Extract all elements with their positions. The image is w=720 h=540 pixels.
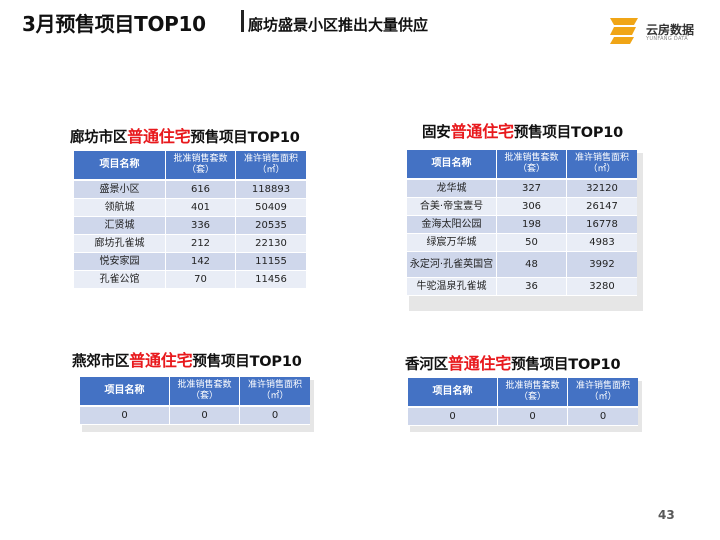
table-row: 绿宸万华城 50 4983 [407,234,637,252]
column-header: 准许销售面积（㎡） [236,151,306,181]
area-cell: 32120 [567,180,637,198]
section-title-prefix: 燕郊市区 [72,354,130,370]
section-title-guan: 固安普通住宅预售项目TOP10 [422,118,623,142]
area-cell: 26147 [567,198,637,216]
area-cell: 20535 [236,217,306,235]
header: 3月预售项目TOP10 廊坊盛景小区推出大量供应 [0,0,720,52]
column-header: 项目名称 [408,378,498,408]
section-title-highlight: 普通住宅 [447,354,512,373]
page-number: 43 [658,508,675,522]
page-subtitle: 廊坊盛景小区推出大量供应 [248,16,429,34]
section-title-yanjiao: 燕郊市区普通住宅预售项目TOP10 [72,347,302,371]
area-cell: 3992 [567,252,637,278]
section-title-prefix: 香河区 [405,357,448,373]
table-guan: 项目名称 批准销售套数（套） 准许销售面积（㎡） 龙华城 327 32120 合美·帝宝壹… [407,150,637,296]
project-name-cell: 永定河·孔雀英国宫 [407,252,497,278]
company-logo: 云房数据 YUNFANG DATA [606,14,704,48]
section-title-prefix: 廊坊市区 [70,130,128,146]
project-name-cell: 孔雀公馆 [74,271,166,289]
table-row: 廊坊孔雀城 212 22130 [74,235,306,253]
section-title-suffix: 预售项目TOP10 [511,357,621,373]
area-cell: 118893 [236,181,306,199]
page-title: 3月预售项目TOP10 [22,12,206,36]
project-name-cell: 盛景小区 [74,181,166,199]
area-cell: 16778 [567,216,637,234]
project-name-cell: 0 [408,408,498,426]
area-cell: 22130 [236,235,306,253]
table-langfang: 项目名称 批准销售套数（套） 准许销售面积（㎡） 盛景小区 616 118893 领航城 4… [74,151,306,289]
units-cell: 50 [497,234,567,252]
column-header: 批准销售套数（套） [498,378,568,408]
column-header: 批准销售套数（套） [497,150,567,180]
table-row: 龙华城 327 32120 [407,180,637,198]
units-cell: 327 [497,180,567,198]
units-cell: 70 [166,271,236,289]
table-row: 汇贤城 336 20535 [74,217,306,235]
area-cell: 11155 [236,253,306,271]
units-cell: 401 [166,199,236,217]
units-cell: 306 [497,198,567,216]
units-cell: 336 [166,217,236,235]
units-cell: 212 [166,235,236,253]
project-name-cell: 龙华城 [407,180,497,198]
table-row: 牛驼温泉孔雀城 36 3280 [407,278,637,296]
project-name-cell: 金海太阳公园 [407,216,497,234]
section-title-highlight: 普通住宅 [450,122,514,141]
section-title-highlight: 普通住宅 [129,351,193,370]
column-header: 准许销售面积（㎡） [568,378,638,408]
section-title-langfang: 廊坊市区普通住宅预售项目TOP10 [70,123,300,147]
table-row: 永定河·孔雀英国宫 48 3992 [407,252,637,278]
table-row: 合美·帝宝壹号 306 26147 [407,198,637,216]
project-name-cell: 合美·帝宝壹号 [407,198,497,216]
area-cell: 0 [240,407,310,425]
project-name-cell: 悦安家园 [74,253,166,271]
area-cell: 3280 [567,278,637,296]
table-row: 金海太阳公园 198 16778 [407,216,637,234]
table-row: 悦安家园 142 11155 [74,253,306,271]
units-cell: 0 [498,408,568,426]
column-header: 准许销售面积（㎡） [567,150,637,180]
units-cell: 616 [166,181,236,199]
logo-subtext: YUNFANG DATA [646,36,688,42]
section-title-highlight: 普通住宅 [127,127,191,146]
column-header: 批准销售套数（套） [166,151,236,181]
title-separator [241,10,244,32]
project-name-cell: 绿宸万华城 [407,234,497,252]
column-header: 准许销售面积（㎡） [240,377,310,407]
table-row: 孔雀公馆 70 11456 [74,271,306,289]
table-row: 领航城 401 50409 [74,199,306,217]
logo-text: 云房数据 [646,23,695,37]
units-cell: 48 [497,252,567,278]
table-row: 盛景小区 616 118893 [74,181,306,199]
units-cell: 198 [497,216,567,234]
units-cell: 142 [166,253,236,271]
section-title-suffix: 预售项目TOP10 [192,354,302,370]
logo-mark-icon [610,18,638,44]
section-title-suffix: 预售项目TOP10 [190,130,300,146]
section-title-prefix: 固安 [422,125,451,141]
column-header: 批准销售套数（套） [170,377,240,407]
area-cell: 0 [568,408,638,426]
area-cell: 50409 [236,199,306,217]
area-cell: 11456 [236,271,306,289]
column-header: 项目名称 [407,150,497,180]
section-title-suffix: 预售项目TOP10 [513,125,624,141]
column-header: 项目名称 [80,377,170,407]
project-name-cell: 0 [80,407,170,425]
project-name-cell: 领航城 [74,199,166,217]
project-name-cell: 牛驼温泉孔雀城 [407,278,497,296]
area-cell: 4983 [567,234,637,252]
column-header: 项目名称 [74,151,166,181]
project-name-cell: 汇贤城 [74,217,166,235]
units-cell: 36 [497,278,567,296]
section-title-xianghe: 香河区普通住宅预售项目TOP10 [405,350,621,374]
units-cell: 0 [170,407,240,425]
project-name-cell: 廊坊孔雀城 [74,235,166,253]
